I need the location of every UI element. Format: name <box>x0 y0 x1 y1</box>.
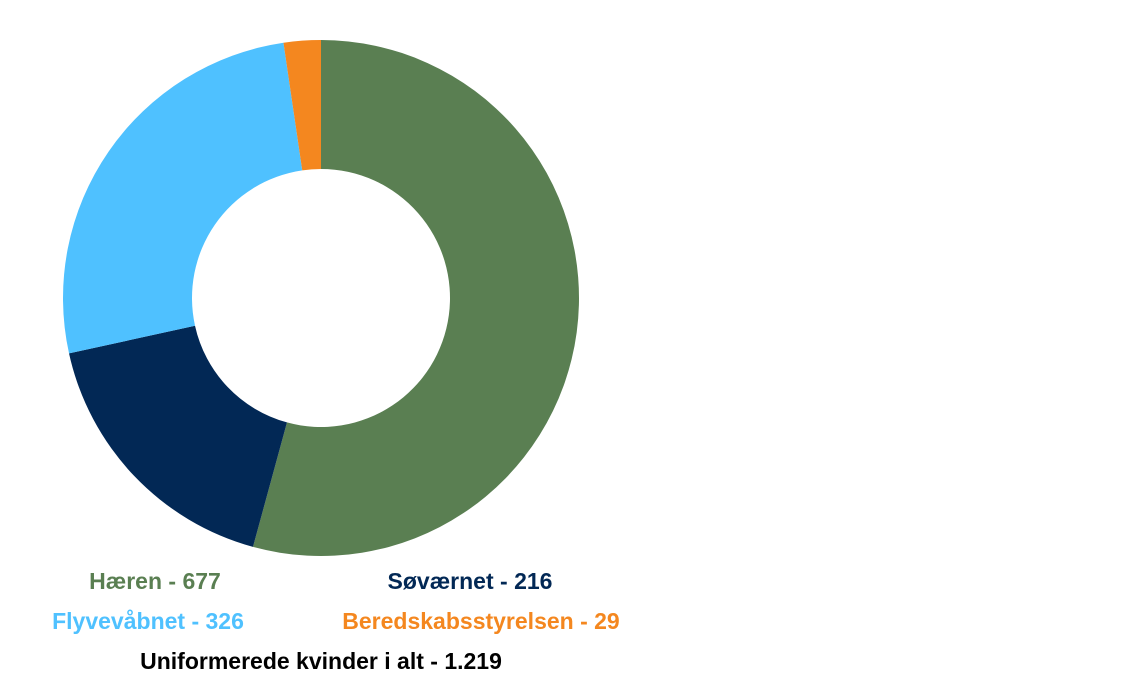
total-label: Uniformerede kvinder i alt - 1.219 <box>140 648 502 674</box>
legend-label-haeren: Hæren - 677 <box>89 568 221 594</box>
donut-slice-haeren <box>252 40 580 556</box>
legend-label-beredskabsstyrelsen: Beredskabsstyrelsen - 29 <box>342 608 620 634</box>
legend-label-flyvevaabnet: Flyvevåbnet - 326 <box>52 608 244 634</box>
donut-slice-flyvevaabnet <box>62 42 303 354</box>
donut-slice-soevaernet <box>69 325 287 547</box>
donut-slice-beredskabsstyrelsen <box>283 40 321 171</box>
legend-label-soevaernet: Søværnet - 216 <box>387 568 553 594</box>
donut-slices <box>62 40 580 556</box>
